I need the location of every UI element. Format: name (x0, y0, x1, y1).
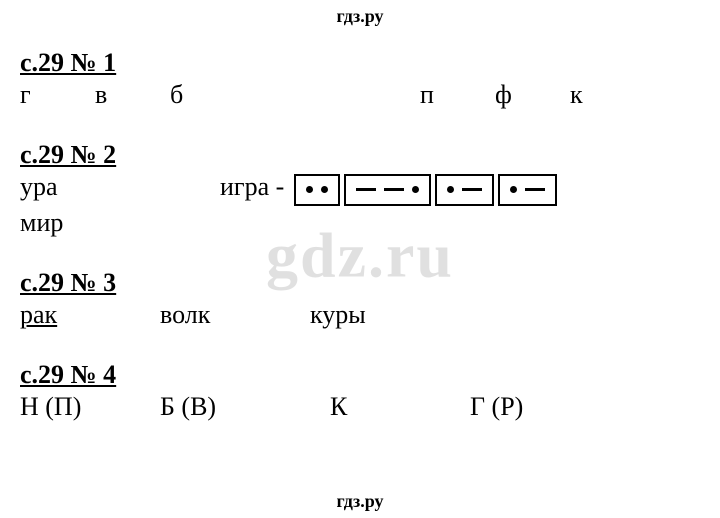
cell: мир (20, 208, 63, 238)
dot-mark (306, 186, 313, 193)
cell: игра - (220, 172, 561, 206)
cell-text: в (95, 80, 107, 109)
site-bottom-label: гдз.ру (0, 491, 720, 512)
cell-text: Н (П) (20, 392, 81, 421)
cell: куры (310, 300, 366, 330)
cell: К (330, 392, 347, 422)
cell: г (20, 80, 31, 110)
dot-mark (447, 186, 454, 193)
cell-text: рак (20, 300, 57, 329)
dash-mark (384, 188, 404, 191)
cell-text: б (170, 80, 183, 109)
row: мир (20, 208, 700, 242)
cell: п (420, 80, 434, 110)
exercise-heading: с.29 № 1 (20, 48, 700, 78)
sound-box (498, 174, 557, 206)
cell-text: Г (Р) (470, 392, 523, 421)
row: гвбпфк (20, 80, 700, 114)
sound-box (344, 174, 431, 206)
cell: рак (20, 300, 57, 330)
row: рак волк куры (20, 300, 700, 334)
cell: Б (В) (160, 392, 216, 422)
site-top-label: гдз.ру (0, 6, 720, 27)
cell-text: к (570, 80, 583, 109)
cell-text: п (420, 80, 434, 109)
cell: Н (П) (20, 392, 81, 422)
cell: Г (Р) (470, 392, 523, 422)
exercise-heading: с.29 № 3 (20, 268, 700, 298)
sound-scheme (294, 173, 561, 206)
cell: волк (160, 300, 210, 330)
cell: ура (20, 172, 58, 202)
cell: в (95, 80, 107, 110)
exercise-heading: с.29 № 2 (20, 140, 700, 170)
cell-text: К (330, 392, 347, 421)
row: ура игра - (20, 172, 700, 206)
dot-mark (321, 186, 328, 193)
cell-text: игра - (220, 172, 284, 201)
exercise-heading: с.29 № 4 (20, 360, 700, 390)
exercise-content: с.29 № 1г в б п ф к с.29 № 2ура игра - мир с.29 №… (20, 48, 700, 426)
row: Н (П) Б (В) К Г (Р) (20, 392, 700, 426)
sound-box (294, 174, 340, 206)
dash-mark (525, 188, 545, 191)
dot-mark (510, 186, 517, 193)
cell-text: Б (В) (160, 392, 216, 421)
sound-box (435, 174, 494, 206)
dot-mark (412, 186, 419, 193)
dash-mark (356, 188, 376, 191)
cell-text: волк (160, 300, 210, 329)
dash-mark (462, 188, 482, 191)
cell-text: г (20, 80, 31, 109)
cell: ф (495, 80, 512, 110)
cell: б (170, 80, 183, 110)
cell: к (570, 80, 583, 110)
cell-text: куры (310, 300, 366, 329)
cell-text: ф (495, 80, 512, 109)
cell-text: ура (20, 172, 58, 201)
cell-text: мир (20, 208, 63, 237)
